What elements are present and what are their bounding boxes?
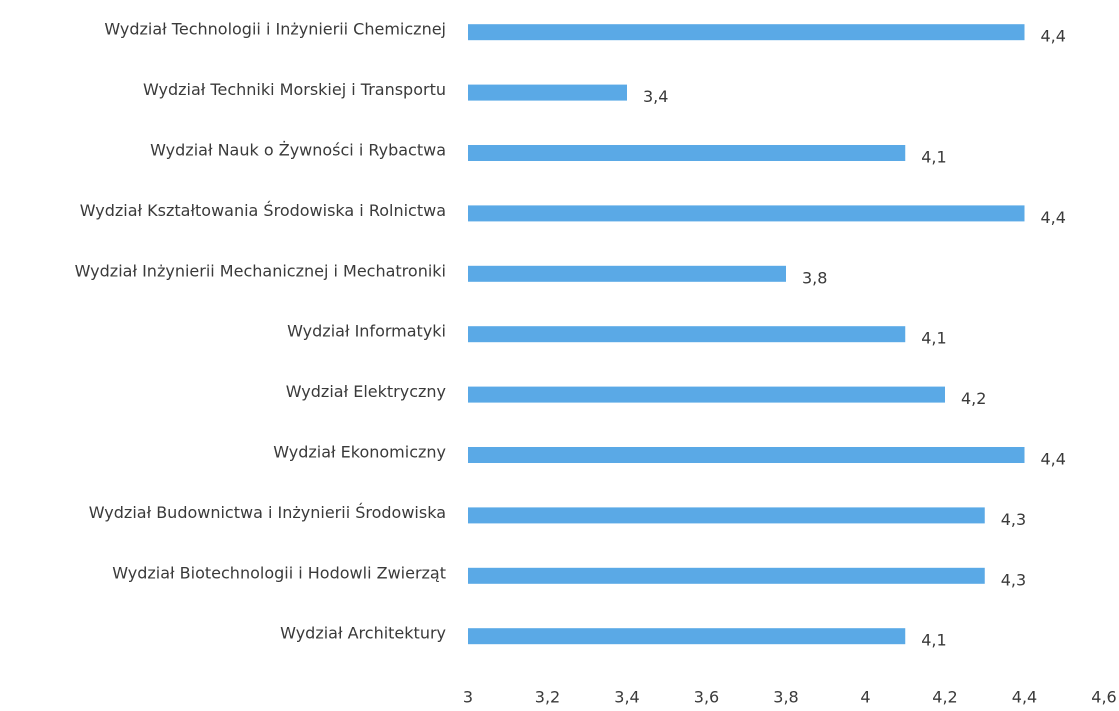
value-label: 4,3	[1001, 570, 1026, 589]
x-tick-label: 4,2	[932, 688, 957, 707]
y-tick-label: Wydział Nauk o Żywności i Rybactwa	[150, 141, 446, 160]
bar	[468, 205, 1025, 222]
bar	[468, 265, 786, 282]
bar	[468, 145, 906, 161]
y-tick-label: Wydział Elektryczny	[286, 382, 446, 401]
bar	[468, 567, 985, 584]
value-label: 4,1	[921, 631, 946, 650]
x-tick-label: 3,2	[535, 688, 560, 707]
x-tick-label: 4,4	[1012, 688, 1037, 707]
x-tick-label: 3,6	[694, 688, 719, 707]
bar	[468, 447, 1025, 463]
value-label: 4,4	[1041, 27, 1066, 46]
value-label: 3,8	[802, 268, 827, 287]
value-label: 4,4	[1041, 208, 1066, 227]
y-tick-label: Wydział Biotechnologii i Hodowli Zwierzą…	[112, 563, 446, 582]
y-tick-label: Wydział Inżynierii Mechanicznej i Mechat…	[75, 261, 446, 280]
bar	[468, 326, 906, 343]
x-tick-label: 3,4	[614, 688, 639, 707]
y-tick-label: Wydział Kształtowania Środowiska i Rolni…	[80, 201, 446, 220]
bar	[468, 507, 985, 524]
x-tick-label: 3,8	[773, 688, 798, 707]
y-tick-label: Wydział Techniki Morskiej i Transportu	[143, 80, 446, 99]
bar	[468, 24, 1025, 41]
y-tick-label: Wydział Budownictwa i Inżynierii Środowi…	[89, 503, 446, 522]
value-label: 4,3	[1001, 510, 1026, 529]
value-label: 3,4	[643, 87, 668, 106]
y-tick-label: Wydział Architektury	[280, 624, 446, 643]
value-label: 4,1	[921, 148, 946, 167]
x-tick-label: 4	[860, 688, 870, 707]
y-tick-label: Wydział Technologii i Inżynierii Chemicz…	[104, 20, 446, 39]
bar	[468, 84, 627, 101]
bar	[468, 628, 906, 645]
x-tick-label: 3	[463, 688, 473, 707]
y-tick-label: Wydział Ekonomiczny	[273, 443, 446, 462]
value-label: 4,4	[1041, 450, 1066, 469]
value-label: 4,2	[961, 389, 986, 408]
value-label: 4,1	[921, 329, 946, 348]
bar	[468, 386, 945, 403]
x-tick-label: 4,6	[1091, 688, 1116, 707]
y-tick-label: Wydział Informatyki	[287, 322, 446, 341]
